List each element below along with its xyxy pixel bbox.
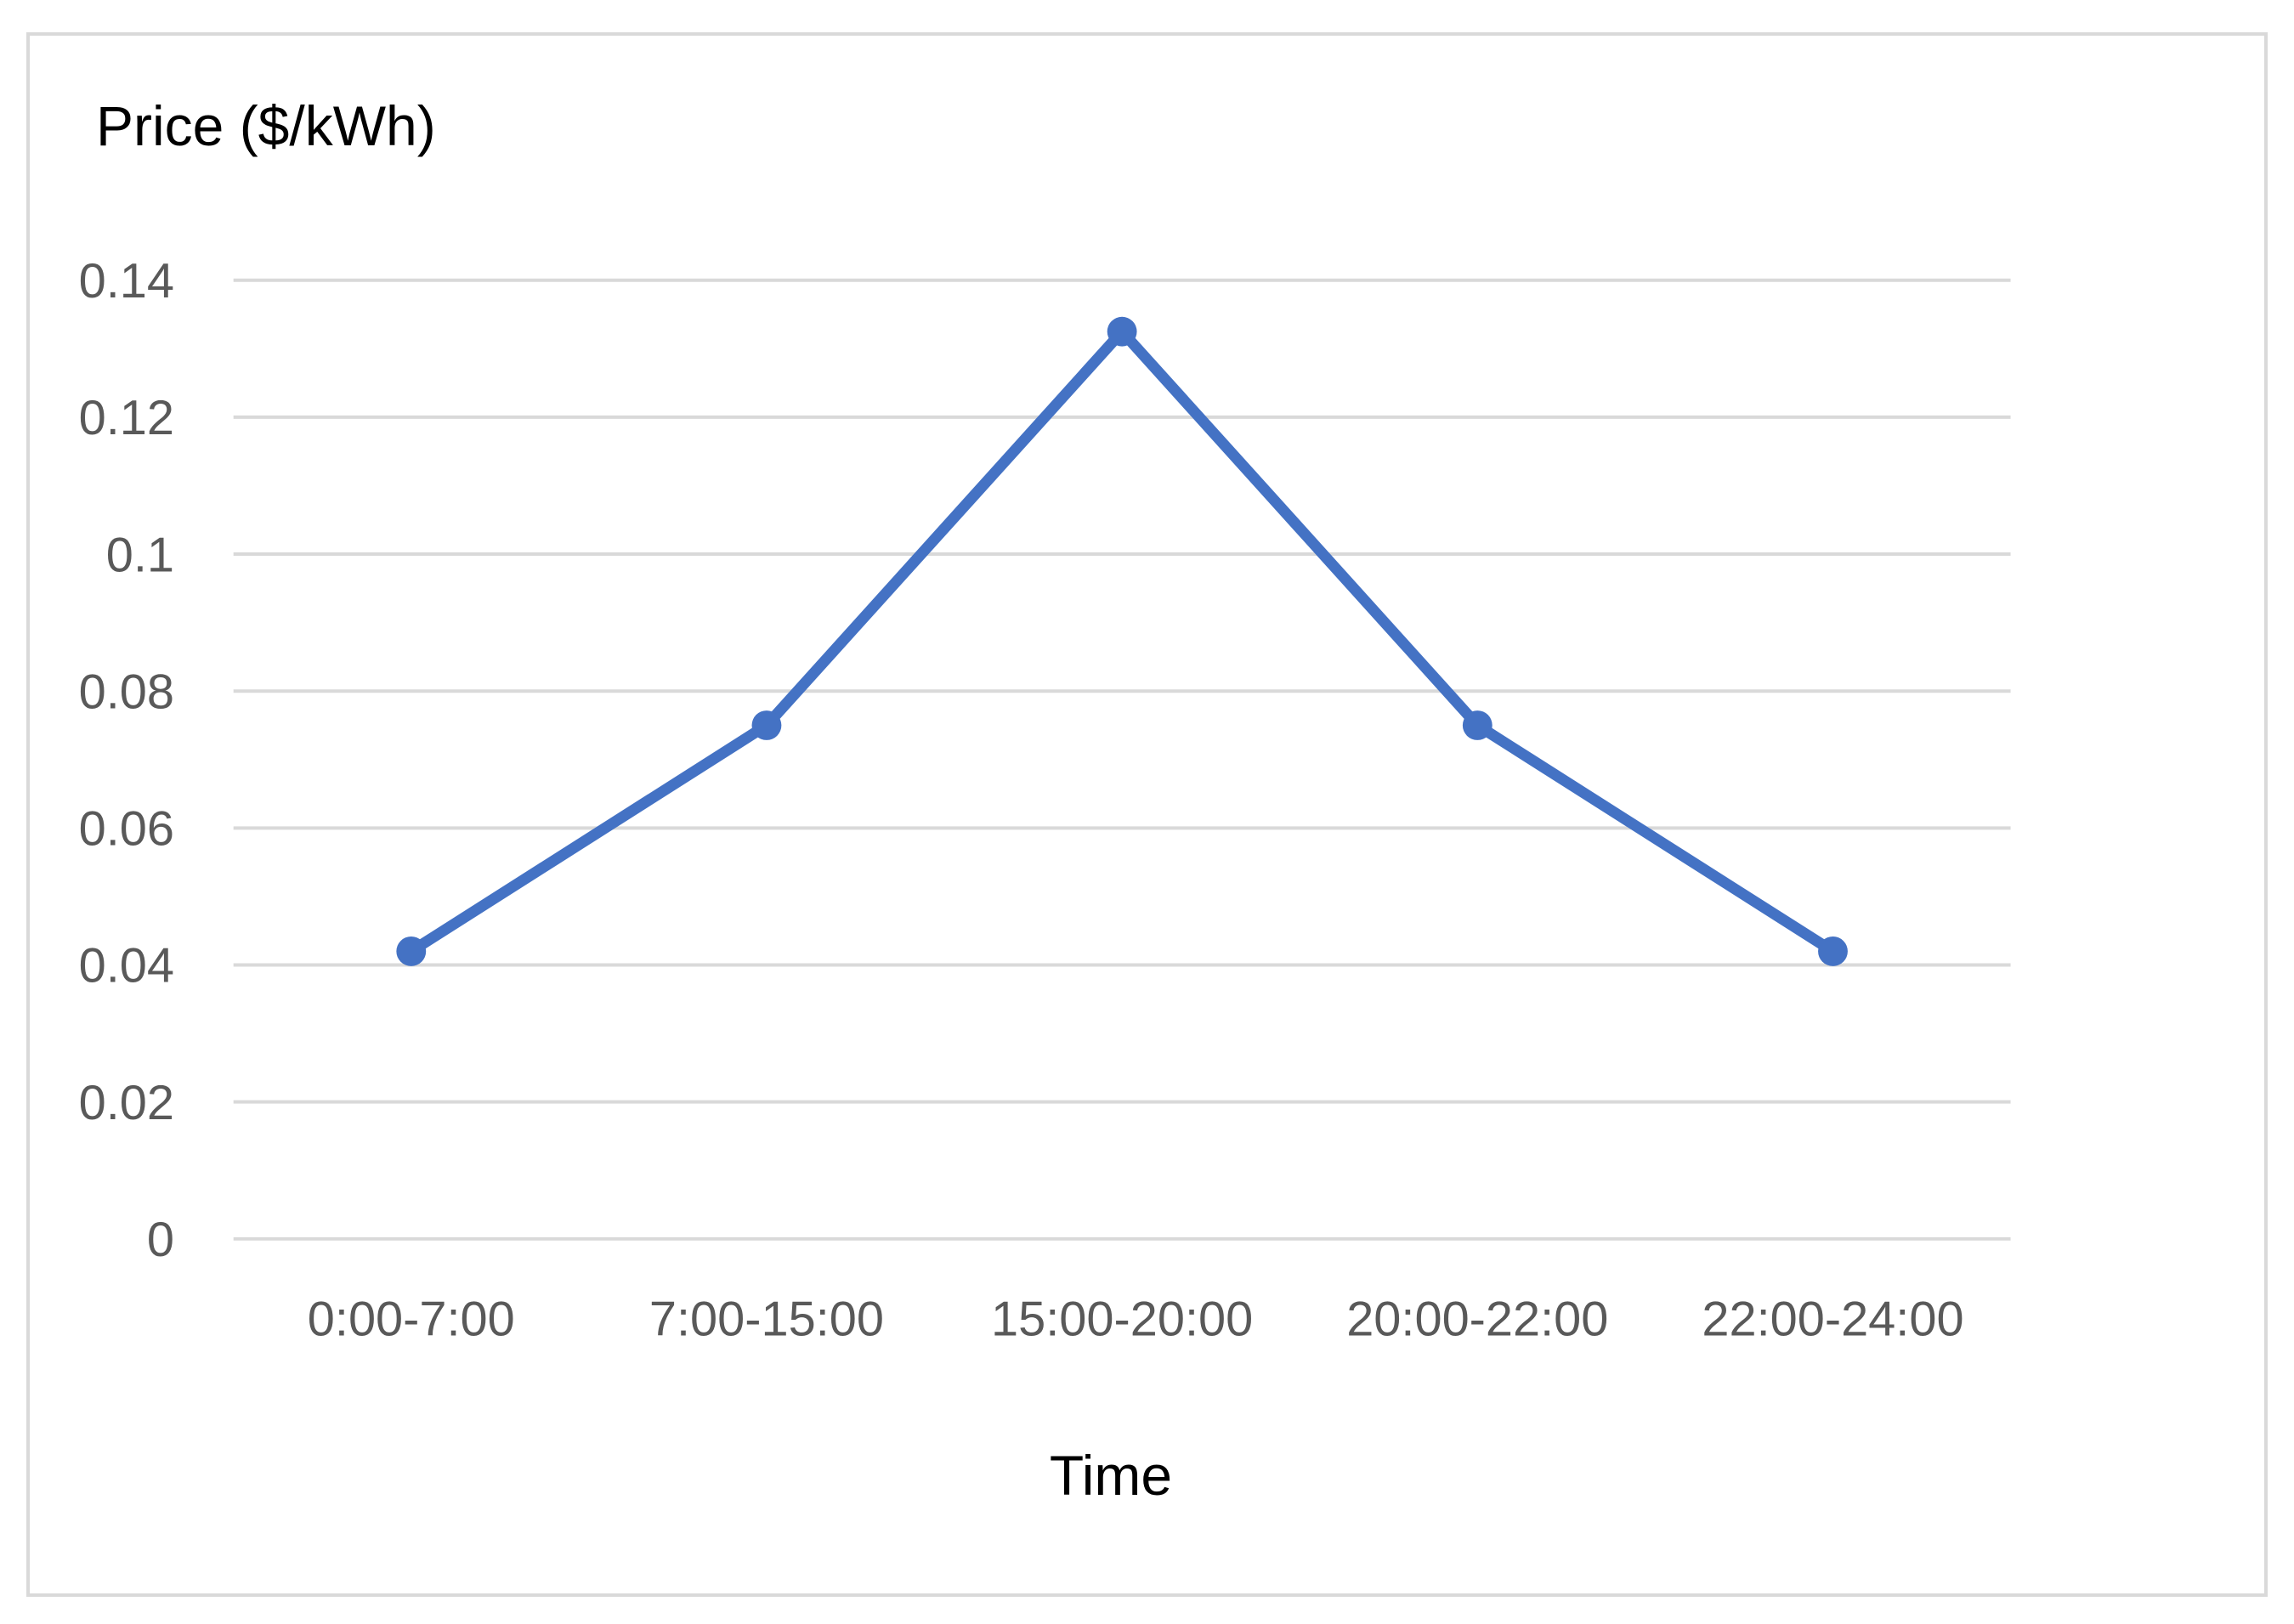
y-tick-label: 0.12 <box>79 391 174 445</box>
x-tick-label: 22:00-24:00 <box>1702 1293 1963 1347</box>
data-point-marker <box>751 710 782 740</box>
x-tick-label: 0:00-7:00 <box>308 1293 515 1347</box>
y-tick-label: 0.06 <box>79 802 174 857</box>
y-tick-label: 0.08 <box>79 665 174 719</box>
y-tick-label: 0.1 <box>106 528 174 582</box>
x-tick-label: 15:00-20:00 <box>991 1293 1253 1347</box>
y-tick-label: 0.14 <box>79 254 174 308</box>
y-tick-label: 0 <box>147 1213 174 1267</box>
data-point-marker <box>1462 710 1493 740</box>
x-axis-title: Time <box>1049 1444 1173 1507</box>
y-axis-title: Price ($/kWh) <box>96 94 436 157</box>
chart-figure: Price ($/kWh) 0 0.02 0.04 0.06 0.08 0.1 0.12 0.… <box>26 32 2268 1597</box>
data-point-marker <box>1818 936 1848 966</box>
x-tick-label: 20:00-22:00 <box>1346 1293 1608 1347</box>
y-tick-label: 0.02 <box>79 1076 174 1130</box>
y-tick-label: 0.04 <box>79 939 174 993</box>
data-point-marker <box>1107 316 1137 347</box>
price-line-chart: 0 0.02 0.04 0.06 0.08 0.1 0.12 0.14 0:00-7:00 7:0… <box>79 254 2011 1347</box>
price-series-line <box>405 325 1838 957</box>
data-point-marker <box>396 936 427 966</box>
x-tick-label: 7:00-15:00 <box>649 1293 884 1347</box>
